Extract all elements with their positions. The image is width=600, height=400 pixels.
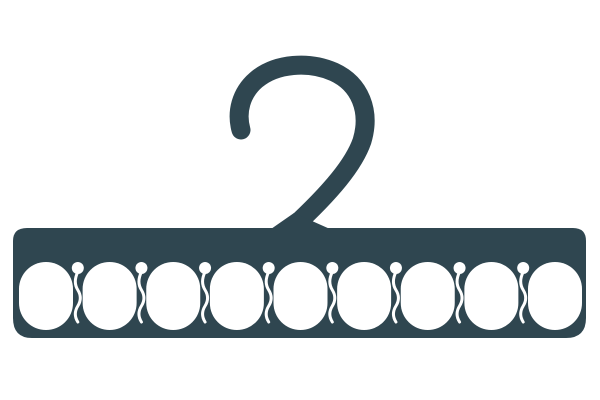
- keyhole-slot: [389, 262, 402, 324]
- hanger-loop: [464, 262, 519, 330]
- keyhole-slot: [262, 262, 275, 324]
- hanger-loop: [82, 262, 137, 330]
- hanger-loop: [146, 262, 201, 330]
- hanger-loop: [337, 262, 392, 330]
- keyhole-slot: [135, 262, 148, 324]
- hanger-neck: [271, 213, 330, 229]
- hanger-loop: [528, 262, 582, 330]
- hanger-loops: [19, 262, 582, 330]
- keyhole-slot: [326, 262, 339, 324]
- keyhole-slot: [71, 262, 84, 324]
- keyhole-slot: [517, 262, 530, 324]
- hanger-loop: [400, 262, 455, 330]
- hanger-loop: [19, 262, 73, 330]
- keyhole-slot: [199, 262, 212, 324]
- hanger-loop: [209, 262, 264, 330]
- hanger-loop: [273, 262, 328, 330]
- hanger-keyhole-slots: [71, 262, 530, 324]
- keyhole-slot: [453, 262, 466, 324]
- hanger-hook: [229, 55, 375, 238]
